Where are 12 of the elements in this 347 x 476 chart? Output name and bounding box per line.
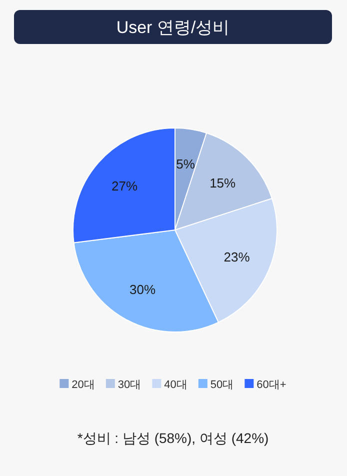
data-label: 27% [111,178,138,194]
data-label: 15% [210,175,236,190]
legend-label: 30대 [118,379,142,391]
data-label: 30% [130,282,156,297]
legend-label: 40대 [164,379,188,391]
data-label: 5% [176,156,196,172]
legend-label: 60대+ [256,379,286,391]
chart-title: User 연령/성비 [116,18,230,37]
text: *성비 : 남성 (58%), 여성 (42%) [77,430,269,446]
legend-label: 50대 [210,379,234,391]
data-label: 23% [224,250,250,265]
legend-label: 20대 [72,379,95,391]
